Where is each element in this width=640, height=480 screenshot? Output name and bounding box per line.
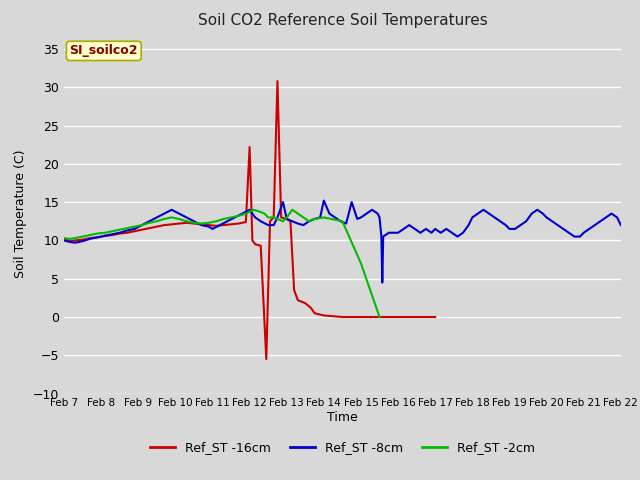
X-axis label: Time: Time (327, 411, 358, 424)
Y-axis label: Soil Temperature (C): Soil Temperature (C) (14, 149, 28, 278)
Title: Soil CO2 Reference Soil Temperatures: Soil CO2 Reference Soil Temperatures (198, 13, 487, 28)
Text: SI_soilco2: SI_soilco2 (70, 44, 138, 58)
Legend: Ref_ST -16cm, Ref_ST -8cm, Ref_ST -2cm: Ref_ST -16cm, Ref_ST -8cm, Ref_ST -2cm (145, 436, 540, 459)
